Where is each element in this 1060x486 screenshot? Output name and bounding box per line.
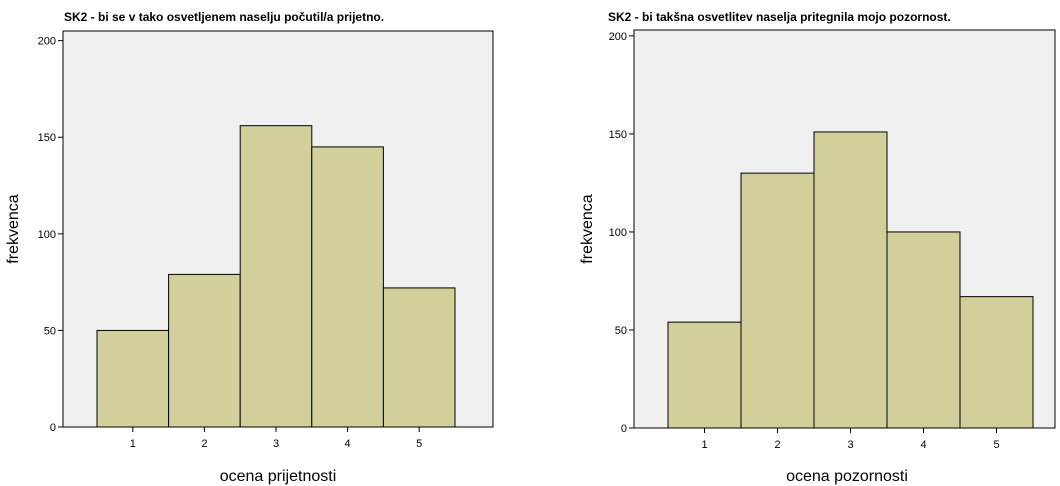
y-axis-label: frekvenca: [579, 194, 596, 263]
histogram-right: SK2 - bi takšna osvetlitev naselja prite…: [570, 0, 1060, 486]
x-tick-label: 4: [920, 439, 926, 451]
bar-3: [813, 131, 888, 429]
x-axis-label: ocena pozornosti: [786, 468, 908, 485]
x-tick-label: 2: [201, 438, 207, 450]
bar-1: [667, 321, 742, 429]
bar-5: [959, 296, 1034, 429]
bar-4: [311, 146, 384, 428]
x-tick-label: 5: [416, 438, 422, 450]
bar-3: [239, 125, 313, 428]
y-tick-label: 0: [621, 423, 627, 435]
x-tick-label: 4: [345, 438, 351, 450]
histogram-left: SK2 - bi se v tako osvetljenem naselju p…: [0, 0, 500, 486]
y-tick-label: 100: [609, 227, 627, 239]
x-tick-label: 1: [701, 439, 707, 451]
x-tick-label: 2: [774, 439, 780, 451]
chart-svg: 0 50 100 150 200 1 2 3 4 5 ocena prijetnosti frekve…: [5, 30, 494, 485]
y-tick-label: 0: [50, 422, 56, 434]
y-tick-label: 150: [609, 129, 627, 141]
bar-5: [382, 287, 456, 428]
x-axis-label: ocena prijetnosti: [220, 468, 337, 485]
y-tick-label: 200: [38, 36, 56, 48]
bar-2: [740, 172, 815, 429]
y-tick-label: 50: [615, 325, 627, 337]
x-tick-label: 5: [993, 439, 999, 451]
y-tick-label: 200: [609, 31, 627, 43]
y-tick-label: 50: [44, 325, 56, 337]
y-axis-label: frekvenca: [5, 194, 22, 263]
bar-1: [96, 329, 170, 428]
bar-4: [886, 231, 961, 429]
y-tick-label: 100: [38, 229, 56, 241]
chart-title: SK2 - bi se v tako osvetljenem naselju p…: [64, 10, 385, 24]
x-tick-label: 3: [273, 438, 279, 450]
x-tick-label: 3: [847, 439, 853, 451]
y-tick-label: 150: [38, 132, 56, 144]
x-tick-label: 1: [130, 438, 136, 450]
chart-title: SK2 - bi takšna osvetlitev naselja prite…: [608, 10, 951, 24]
chart-svg: 0 50 100 150 200 1 2 3 4 5 ocena pozornosti frekven…: [579, 29, 1056, 485]
bar-2: [168, 273, 241, 428]
